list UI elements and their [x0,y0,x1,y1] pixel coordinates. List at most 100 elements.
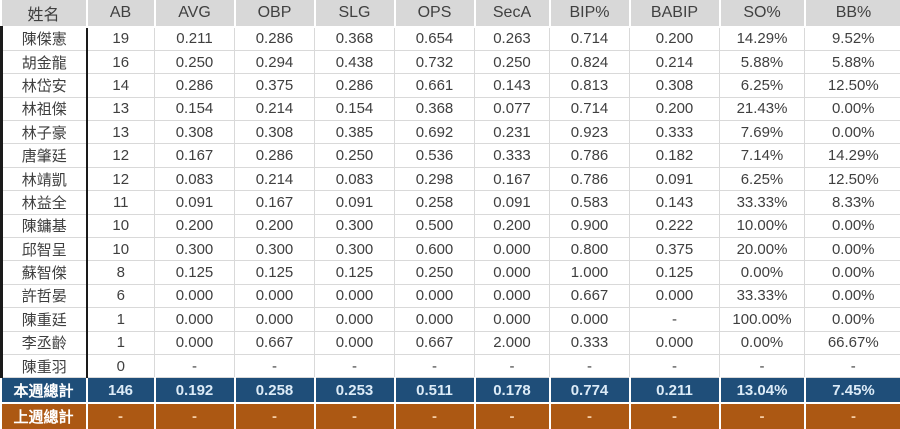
stat-cell: 0.000 [474,260,550,285]
stat-cell: - [549,354,630,379]
stat-cell: 0.222 [629,214,720,239]
stat-cell: 100.00% [719,307,805,332]
previous-week-total-cell: - [804,401,900,429]
column-header: SecA [474,0,551,28]
stat-cell: 0.333 [549,331,630,355]
stat-cell: 0.214 [234,97,315,122]
player-name-cell: 胡金龍 [0,50,88,75]
stat-cell: 0.813 [549,73,630,98]
stat-cell: 0.286 [234,143,315,168]
stat-cell: 0.211 [154,27,235,51]
column-header: 姓名 [1,0,88,28]
stat-cell: 14.29% [719,27,805,51]
stat-cell: 0.00% [804,260,900,285]
stat-cell: 0.250 [474,50,550,75]
stat-cell: 0.125 [154,260,235,285]
stat-cell: 0.308 [154,120,235,145]
current-week-total-cell: 13.04% [719,377,806,403]
stat-cell: 6.25% [719,73,805,98]
stat-cell: 12.50% [804,73,900,98]
stat-cell: 0.000 [234,307,315,332]
stat-cell: 0.143 [474,73,550,98]
stat-cell: 0.200 [629,97,720,122]
stat-cell: 0.200 [234,214,315,239]
stat-cell: 0.368 [394,97,475,122]
stat-cell: 0.438 [314,50,395,75]
stat-cell: 6 [86,284,155,309]
previous-week-total-cell: - [154,401,236,429]
stat-cell: 0.824 [549,50,630,75]
player-name-cell: 林岱安 [0,73,88,98]
column-header: SLG [314,0,396,28]
stat-cell: 0.800 [549,237,630,262]
player-name-cell: 唐肇廷 [0,143,88,168]
stat-cell: 0.200 [154,214,235,239]
player-row: 林祖傑 13 0.154 0.214 0.154 0.368 0.077 0.714 0.200… [0,97,900,122]
stat-cell: 0.250 [314,143,395,168]
previous-week-total-cell: - [629,401,721,429]
stat-cell: - [474,354,550,379]
stat-cell: 1.000 [549,260,630,285]
stat-cell: 0.786 [549,143,630,168]
stat-cell: 0.000 [154,307,235,332]
current-week-total-row: 本週總計 146 0.192 0.258 0.253 0.511 0.178 0.774 0.2… [1,377,900,403]
stat-cell: 0.091 [629,167,720,192]
stat-cell: 0 [86,354,155,379]
player-name-cell: 許哲晏 [0,284,88,309]
stat-cell: 66.67% [804,331,900,355]
stat-cell: - [719,354,805,379]
stat-cell: 14 [86,73,155,98]
stat-cell: 12 [86,143,155,168]
stat-cell: - [629,354,720,379]
player-name-cell: 陳傑憲 [0,27,88,51]
player-row: 林子豪 13 0.308 0.308 0.385 0.692 0.231 0.923 0.333… [0,120,900,145]
stat-cell: 0.667 [234,331,315,355]
player-row: 林岱安 14 0.286 0.375 0.286 0.661 0.143 0.813 0.308… [0,73,900,98]
stat-cell: 0.250 [394,260,475,285]
stat-cell: 10.00% [719,214,805,239]
stat-cell: 0.000 [474,284,550,309]
stat-cell: 0.167 [234,190,315,215]
stat-cell: 0.300 [314,214,395,239]
current-week-total-cell: 0.258 [234,377,316,403]
stat-cell: 0.00% [804,97,900,122]
stat-cell: 5.88% [719,50,805,75]
previous-week-total-cell: - [549,401,631,429]
stat-cell: 0.231 [474,120,550,145]
stat-cell: 0.091 [474,190,550,215]
previous-week-total-cell: - [719,401,806,429]
stat-cell: - [234,354,315,379]
column-header: OBP [234,0,316,28]
stat-cell: 7.69% [719,120,805,145]
stat-cell: 0.536 [394,143,475,168]
stat-cell: 0.385 [314,120,395,145]
stat-cell: 0.125 [314,260,395,285]
current-week-total-cell: 0.774 [549,377,631,403]
stat-cell: - [804,354,900,379]
stat-cell: 33.33% [719,190,805,215]
stat-cell: - [154,354,235,379]
player-row: 陳重廷 1 0.000 0.000 0.000 0.000 0.000 0.000-100.0… [0,307,900,332]
stat-cell: 0.000 [394,284,475,309]
stat-cell: 0.077 [474,97,550,122]
stat-cell: 0.091 [314,190,395,215]
stat-cell: 0.368 [314,27,395,51]
player-row: 陳重羽 0- - - - - - - - - [0,354,900,379]
previous-week-total-cell: - [394,401,476,429]
stat-cell: 0.00% [804,214,900,239]
stat-cell: 20.00% [719,237,805,262]
stat-cell: 0.083 [154,167,235,192]
stat-cell: 0.286 [314,73,395,98]
stat-cell: 7.14% [719,143,805,168]
stat-cell: 0.00% [719,331,805,355]
stat-cell: 0.000 [154,284,235,309]
stat-cell: 0.250 [154,50,235,75]
column-header: AB [86,0,156,28]
stat-cell: 0.308 [629,73,720,98]
stat-cell: 0.000 [314,307,395,332]
stat-cell: 0.214 [629,50,720,75]
stat-cell: 0.900 [549,214,630,239]
current-week-total-label: 本週總計 [1,377,88,403]
stat-cell: 0.661 [394,73,475,98]
current-week-total-cell: 0.192 [154,377,236,403]
